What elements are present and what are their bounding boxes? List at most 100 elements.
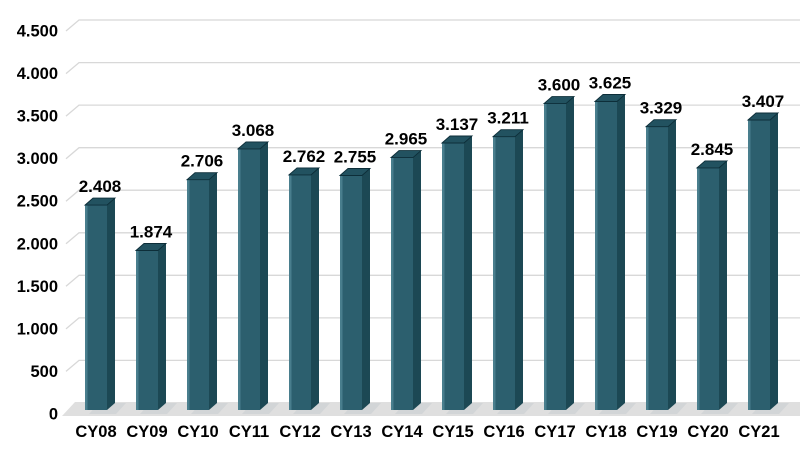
bar-side-face-cy13 bbox=[362, 168, 370, 410]
bar-value-label: 3.600 bbox=[538, 76, 581, 95]
bar-value-label: 2.762 bbox=[283, 147, 326, 166]
gridline bbox=[65, 61, 800, 75]
bar-value-label: 3.211 bbox=[487, 109, 529, 128]
bar-top-face bbox=[491, 129, 525, 138]
bar-side-face-cy17 bbox=[566, 96, 574, 410]
bar-cy10 bbox=[187, 179, 209, 410]
bar-value-label: 3.068 bbox=[232, 121, 275, 140]
gridline bbox=[65, 19, 800, 32]
x-axis-tick-label: CY13 bbox=[330, 423, 371, 441]
bar-cy11 bbox=[238, 148, 260, 410]
bar-top-face bbox=[83, 197, 117, 206]
y-axis-tick-label: 1.500 bbox=[17, 278, 58, 296]
bar-top-face bbox=[389, 150, 423, 159]
x-axis-tick-label: CY08 bbox=[75, 423, 116, 441]
bar-cy18 bbox=[595, 101, 617, 410]
bar-value-label: 2.408 bbox=[79, 177, 122, 196]
bar-cy13 bbox=[340, 175, 362, 410]
bar-highlight bbox=[187, 179, 190, 410]
x-axis-tick-label: CY19 bbox=[636, 423, 677, 441]
bar-cy20 bbox=[697, 167, 719, 410]
gridline bbox=[65, 232, 800, 245]
x-axis-tick-label: CY12 bbox=[279, 423, 320, 441]
bar-highlight bbox=[136, 250, 139, 410]
bar-side-face-cy15 bbox=[464, 136, 472, 410]
bar-value-label: 3.329 bbox=[640, 99, 683, 118]
bar-side-face-cy09 bbox=[158, 243, 166, 410]
bar-side-face-cy10 bbox=[209, 172, 217, 410]
bar-top-face bbox=[236, 141, 270, 150]
gridline bbox=[65, 317, 800, 330]
bar-top-face bbox=[542, 96, 576, 105]
bar-value-label: 2.845 bbox=[691, 140, 734, 159]
bar-cy16 bbox=[493, 136, 515, 410]
bar-top-face bbox=[185, 172, 219, 181]
gridline bbox=[65, 274, 800, 287]
bar-top-face bbox=[695, 160, 729, 169]
bar-highlight bbox=[442, 143, 445, 410]
bar-highlight bbox=[544, 103, 547, 410]
bar-highlight bbox=[646, 126, 649, 410]
x-axis-tick-label: CY18 bbox=[585, 423, 626, 441]
bar-value-label: 2.706 bbox=[181, 152, 224, 171]
gridline bbox=[65, 189, 800, 202]
bar-top-face bbox=[746, 112, 780, 121]
bar-cy17 bbox=[544, 103, 566, 410]
bar-side-face-cy21 bbox=[770, 113, 778, 410]
y-axis-tick-label: 1.000 bbox=[17, 320, 58, 338]
bar-cy19 bbox=[646, 126, 668, 410]
bar-highlight bbox=[748, 120, 751, 410]
x-axis-tick-label: CY15 bbox=[432, 423, 473, 441]
gridline bbox=[65, 104, 800, 117]
bar-cy09 bbox=[136, 250, 158, 410]
y-axis-tick-label: 2.500 bbox=[17, 193, 58, 211]
y-axis-tick-label: 500 bbox=[30, 363, 58, 381]
bar-side-face-cy14 bbox=[413, 150, 421, 410]
y-axis-tick-label: 0 bbox=[49, 406, 58, 424]
bar-side-face-cy08 bbox=[107, 198, 115, 410]
bar-top-face bbox=[593, 94, 627, 102]
bar-top-face bbox=[134, 243, 168, 251]
bar-side-face-cy18 bbox=[617, 94, 625, 410]
bar-side-face-cy16 bbox=[515, 129, 523, 410]
bar-value-label: 2.965 bbox=[385, 130, 428, 149]
x-axis-tick-label: CY09 bbox=[126, 423, 167, 441]
bar-cy21 bbox=[748, 120, 770, 410]
bar-highlight bbox=[289, 174, 292, 410]
bar-highlight bbox=[238, 148, 241, 410]
bar-side-face-cy11 bbox=[260, 141, 268, 410]
bar-top-face bbox=[440, 135, 474, 144]
y-axis-tick-label: 3.000 bbox=[17, 150, 58, 168]
bar-cy15 bbox=[442, 143, 464, 410]
bar-highlight bbox=[493, 136, 496, 410]
bar-highlight bbox=[340, 175, 343, 410]
x-axis-tick-label: CY10 bbox=[177, 423, 218, 441]
bar-value-label: 3.407 bbox=[742, 92, 785, 111]
gridline bbox=[65, 359, 800, 372]
bar-side-face-cy20 bbox=[719, 160, 727, 410]
x-axis-tick-label: CY20 bbox=[687, 423, 728, 441]
bar-cy14 bbox=[391, 157, 413, 410]
bar-value-label: 3.137 bbox=[436, 115, 479, 134]
bar-value-label: 1.874 bbox=[130, 223, 173, 242]
bar-highlight bbox=[85, 205, 88, 410]
bar-top-face bbox=[287, 167, 321, 176]
x-axis-tick-label: CY14 bbox=[381, 423, 423, 441]
bar-value-label: 2.755 bbox=[334, 148, 377, 167]
bar-highlight bbox=[697, 167, 700, 410]
x-axis-tick-label: CY17 bbox=[534, 423, 575, 441]
x-axis-tick-label: CY21 bbox=[738, 423, 779, 441]
bar-cy12 bbox=[289, 174, 311, 410]
y-axis-tick-label: 2.000 bbox=[17, 235, 58, 253]
bar-highlight bbox=[391, 157, 394, 410]
x-axis-tick-label: CY16 bbox=[483, 423, 524, 441]
bar-side-face-cy19 bbox=[668, 119, 676, 410]
y-axis-tick-label: 4.000 bbox=[17, 65, 58, 83]
bar-value-label: 3.625 bbox=[589, 74, 632, 93]
bar-side-face-cy12 bbox=[311, 167, 319, 410]
y-axis-tick-label: 3.500 bbox=[17, 108, 58, 126]
x-axis-tick-label: CY11 bbox=[229, 423, 269, 441]
bar-cy08 bbox=[85, 205, 107, 410]
